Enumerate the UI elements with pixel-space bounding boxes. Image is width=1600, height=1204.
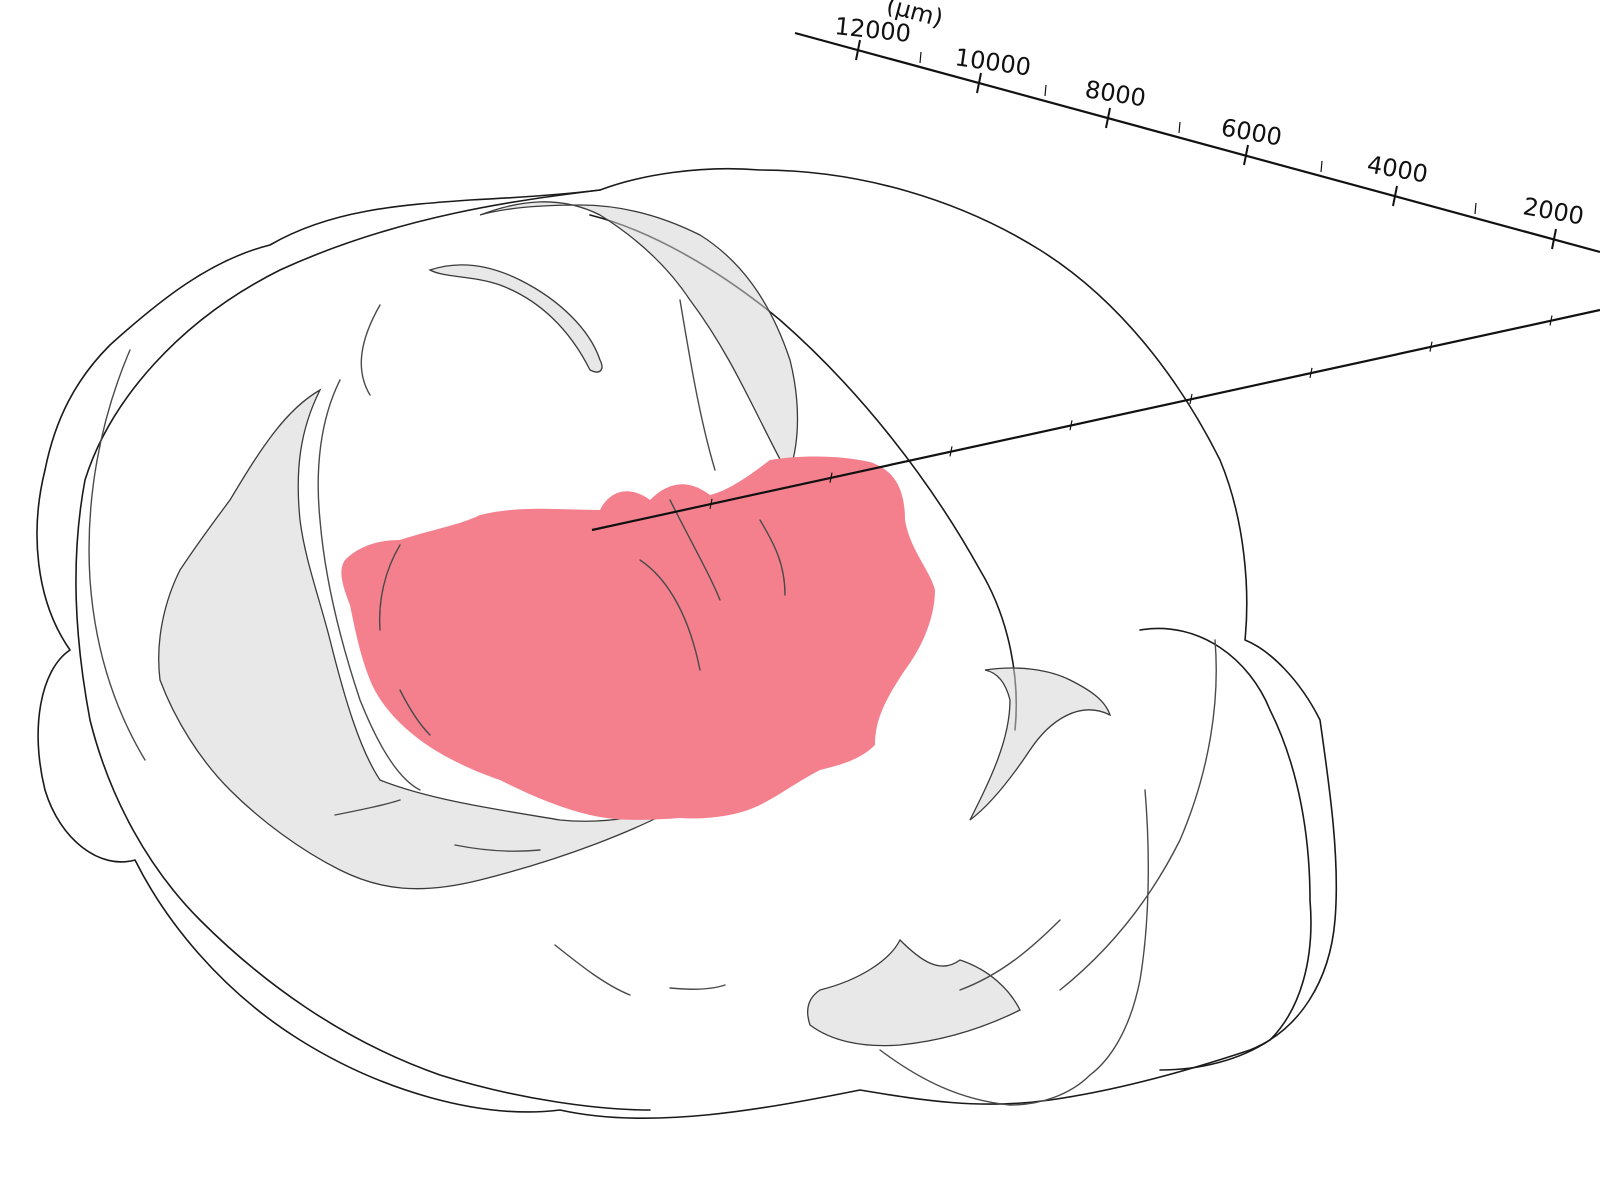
- lateral-ventricle-arc: [479, 201, 799, 473]
- depth-axis-ticks: [709, 315, 1553, 509]
- brain-outer-surface: [36, 167, 1338, 1120]
- axis-tick-label: 10000: [953, 43, 1033, 81]
- depth-axis-tick: [949, 446, 953, 457]
- cortex-layer-line: [669, 984, 726, 990]
- cortex-layer-line: [334, 799, 401, 816]
- x-axis-line: [794, 31, 1600, 254]
- depth-axis-tick: [829, 472, 833, 483]
- depth-axis-tick: [709, 498, 713, 509]
- axis-tick-2000: [1551, 228, 1557, 250]
- cortex-layer-line: [554, 944, 631, 996]
- axis-tick-label: 8000: [1083, 75, 1148, 112]
- cortex-layer-line: [454, 844, 541, 852]
- axis-tick-4000: [1392, 185, 1398, 207]
- highlighted-brain-region[interactable]: [341, 456, 935, 820]
- cortex-layer-line: [1089, 789, 1149, 1076]
- axis-minor-tick: [1474, 202, 1477, 215]
- depth-axis-tick: [1309, 367, 1313, 378]
- axis-tick-6000: [1243, 144, 1249, 166]
- depth-axis-tick: [1429, 341, 1433, 352]
- axis-minor-tick: [1044, 84, 1047, 97]
- depth-axis-line: [591, 308, 1600, 532]
- cortex-layer-line: [879, 1049, 1091, 1106]
- region-fold-line: [399, 689, 431, 736]
- cerebellum-contour: [1139, 627, 1312, 1071]
- depth-axis-tick: [1189, 393, 1193, 405]
- cerebrum-contour: [75, 189, 651, 1111]
- cortex-layer-line: [88, 349, 146, 761]
- axis-tick-label: 2000: [1521, 192, 1586, 230]
- axis-tick-10000: [976, 72, 982, 94]
- cortex-layer-line: [679, 299, 716, 471]
- depth-axis-tick: [1069, 420, 1073, 431]
- axis-minor-tick: [1320, 160, 1323, 173]
- region-fold-line: [639, 559, 701, 671]
- hippocampal-formation: [158, 388, 691, 890]
- cerebellar-fold: [807, 938, 1021, 1047]
- axis-tick-label: 6000: [1219, 113, 1284, 151]
- cortex-layer-line: [1059, 639, 1217, 991]
- axis-tick-8000: [1105, 107, 1111, 129]
- axis-minor-tick: [919, 51, 922, 64]
- depth-axis-tick: [1549, 315, 1553, 326]
- caudal-fold: [969, 667, 1112, 821]
- region-fold-line: [378, 544, 401, 631]
- region-fold-line: [759, 519, 786, 596]
- axis-minor-tick: [1178, 121, 1181, 134]
- cortex-layer-line: [959, 919, 1061, 991]
- x-axis-minor-ticks: [919, 51, 1477, 215]
- axis-tick-12000: [855, 39, 861, 61]
- cortex-layer-line: [360, 304, 381, 396]
- axis-tick-label: 4000: [1365, 150, 1430, 188]
- hippocampus-dorsal-fold: [428, 264, 603, 373]
- cortex-layer-line: [317, 379, 421, 791]
